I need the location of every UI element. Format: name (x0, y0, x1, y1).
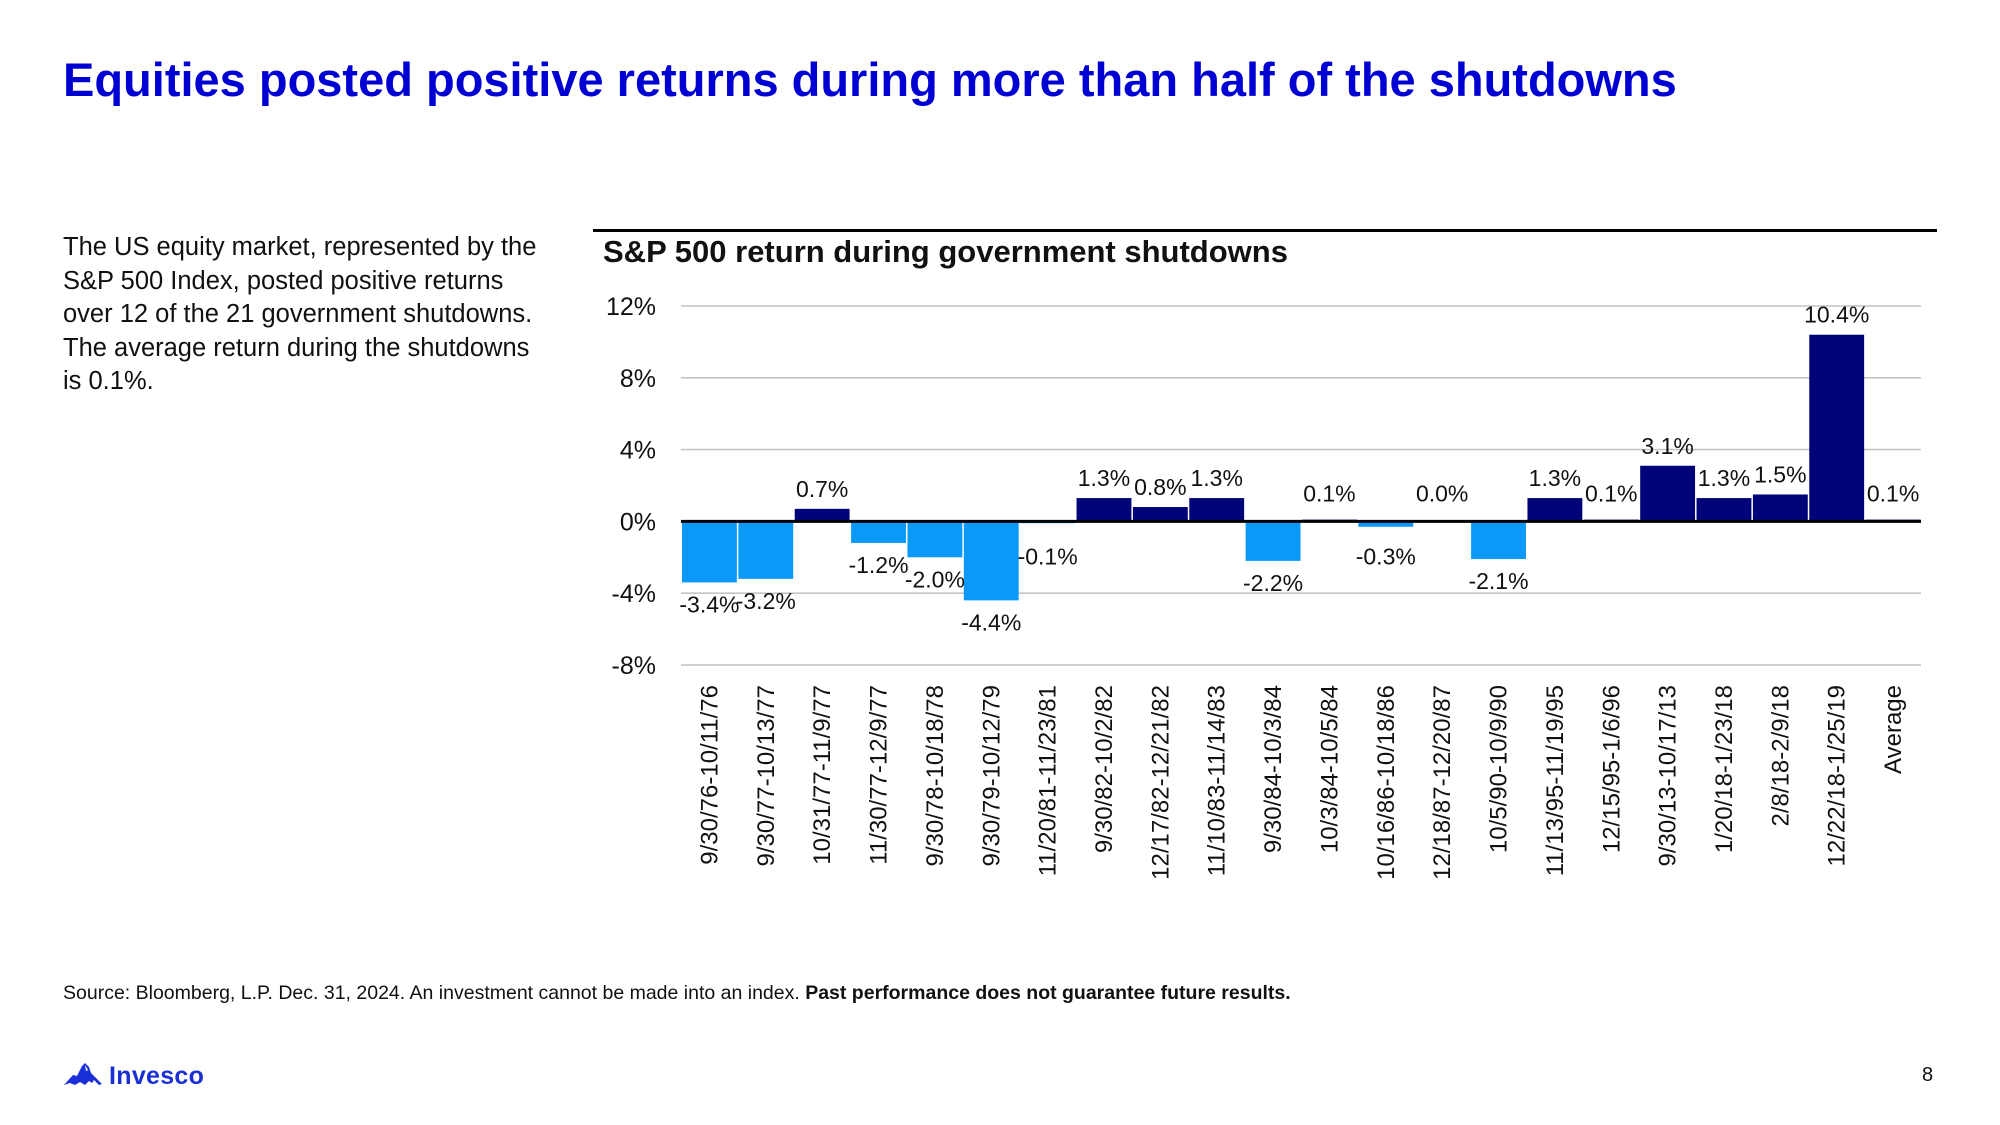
x-tick-label: 10/3/84-10/5/84 (1316, 685, 1343, 853)
bar (851, 521, 906, 543)
x-tick-label: 9/30/78-10/18/78 (922, 685, 949, 867)
data-label: -1.2% (848, 552, 908, 578)
data-labels: -3.4%-3.2%0.7%-1.2%-2.0%-4.4%-0.1%1.3% 0.… (679, 302, 1919, 636)
x-axis-tick-labels: 9/30/76-10/11/76 9/30/77-10/13/77 10/31/77… (696, 685, 1907, 880)
data-label: -3.4% (679, 591, 739, 617)
x-tick-label: 9/30/76-10/11/76 (696, 685, 723, 865)
data-label: 10.4% (1804, 302, 1869, 328)
page-number: 8 (1922, 1064, 1934, 1086)
x-tick-label: 12/17/82-12/21/82 (1147, 685, 1174, 880)
x-tick-label: 9/30/77-10/13/77 (753, 685, 780, 867)
bar (1302, 519, 1357, 522)
bar (1583, 519, 1639, 522)
bar (1020, 521, 1076, 524)
bar (1809, 334, 1865, 522)
x-tick-label: 9/30/13-10/17/13 (1655, 685, 1682, 867)
x-tick-label: Average (1880, 685, 1907, 774)
data-label: -4.4% (961, 609, 1021, 635)
data-label: -0.1% (1018, 543, 1078, 569)
data-label: 1.3% (1529, 465, 1581, 491)
bar (682, 521, 737, 583)
data-label: -3.2% (736, 588, 796, 614)
y-axis-tick-labels: 12% 8% 4% 0% -4% -8% (606, 293, 656, 680)
bar (1865, 519, 1921, 522)
data-label: 1.3% (1698, 465, 1750, 491)
bar (1076, 498, 1132, 522)
x-tick-label: 9/30/79-10/12/79 (978, 685, 1005, 867)
x-tick-label: 10/16/86-10/18/86 (1373, 685, 1400, 880)
bar (1527, 498, 1583, 522)
summary-text: The US equity market, represented by the… (63, 233, 537, 395)
data-label: -0.3% (1356, 543, 1416, 569)
y-tick-label: -8% (612, 652, 656, 680)
data-label: 0.1% (1303, 480, 1355, 506)
data-label: 1.5% (1754, 461, 1806, 487)
x-tick-label: 12/18/87-12/20/87 (1429, 685, 1456, 880)
x-tick-label: 11/13/95-11/19/95 (1542, 685, 1569, 876)
data-label: 0.1% (1585, 480, 1637, 506)
data-label: 1.3% (1190, 465, 1242, 491)
y-tick-label: 8% (620, 365, 656, 393)
x-tick-label: 1/20/18-1/23/18 (1711, 685, 1738, 853)
invesco-logo: Invesco (63, 1062, 204, 1090)
bar (907, 521, 963, 558)
bar (794, 508, 850, 522)
bars (682, 334, 1921, 601)
gridlines (681, 305, 1921, 666)
data-label: -2.1% (1468, 568, 1528, 594)
data-label: 0.1% (1867, 480, 1919, 506)
x-tick-label: 11/30/77-12/9/77 (866, 685, 893, 865)
data-label: -2.2% (1243, 570, 1303, 596)
x-tick-label: 10/31/77-11/9/77 (809, 685, 836, 865)
data-label: 3.1% (1641, 433, 1693, 459)
data-label: 1.3% (1078, 465, 1130, 491)
data-label: 0.0% (1416, 480, 1468, 506)
performance-disclaimer: Past performance does not guarantee futu… (805, 982, 1291, 1004)
bar (963, 521, 1019, 601)
source-text: Source: Bloomberg, L.P. Dec. 31, 2024. A… (63, 982, 806, 1004)
y-tick-label: -4% (612, 580, 656, 608)
x-tick-label: 9/30/84-10/3/84 (1260, 685, 1287, 853)
slide-title: Equities posted positive returns during … (63, 53, 1677, 106)
x-tick-label: 11/10/83-11/14/83 (1204, 685, 1231, 876)
x-tick-label: 11/20/81-11/23/81 (1035, 685, 1062, 876)
data-label: 0.8% (1134, 474, 1186, 500)
data-label: -2.0% (905, 566, 965, 592)
source-note: Source: Bloomberg, L.P. Dec. 31, 2024. A… (63, 982, 1291, 1005)
x-tick-label: 9/30/82-10/2/82 (1091, 685, 1118, 853)
y-tick-label: 12% (606, 293, 656, 321)
y-tick-label: 4% (620, 437, 656, 465)
y-tick-label: 0% (620, 508, 656, 536)
bar (738, 521, 794, 579)
bar (1245, 521, 1301, 561)
chart-top-rule (593, 229, 1937, 232)
data-label: 0.7% (796, 476, 848, 502)
chart-title: S&P 500 return during government shutdow… (603, 234, 1288, 269)
bar (1696, 498, 1752, 522)
bar (1752, 494, 1808, 522)
logo-text: Invesco (109, 1061, 205, 1090)
bar (1640, 465, 1696, 522)
x-tick-label: 12/15/95-1/6/96 (1598, 685, 1625, 853)
bar (1471, 521, 1526, 560)
x-tick-label: 12/22/18-1/25/19 (1824, 685, 1851, 867)
bar (1132, 507, 1188, 522)
bar (1189, 498, 1245, 522)
x-tick-label: 2/8/18-2/9/18 (1767, 685, 1794, 826)
mountain-logo-icon (63, 1061, 103, 1092)
x-tick-label: 10/5/90-10/9/90 (1486, 685, 1513, 853)
bar (1358, 521, 1414, 527)
